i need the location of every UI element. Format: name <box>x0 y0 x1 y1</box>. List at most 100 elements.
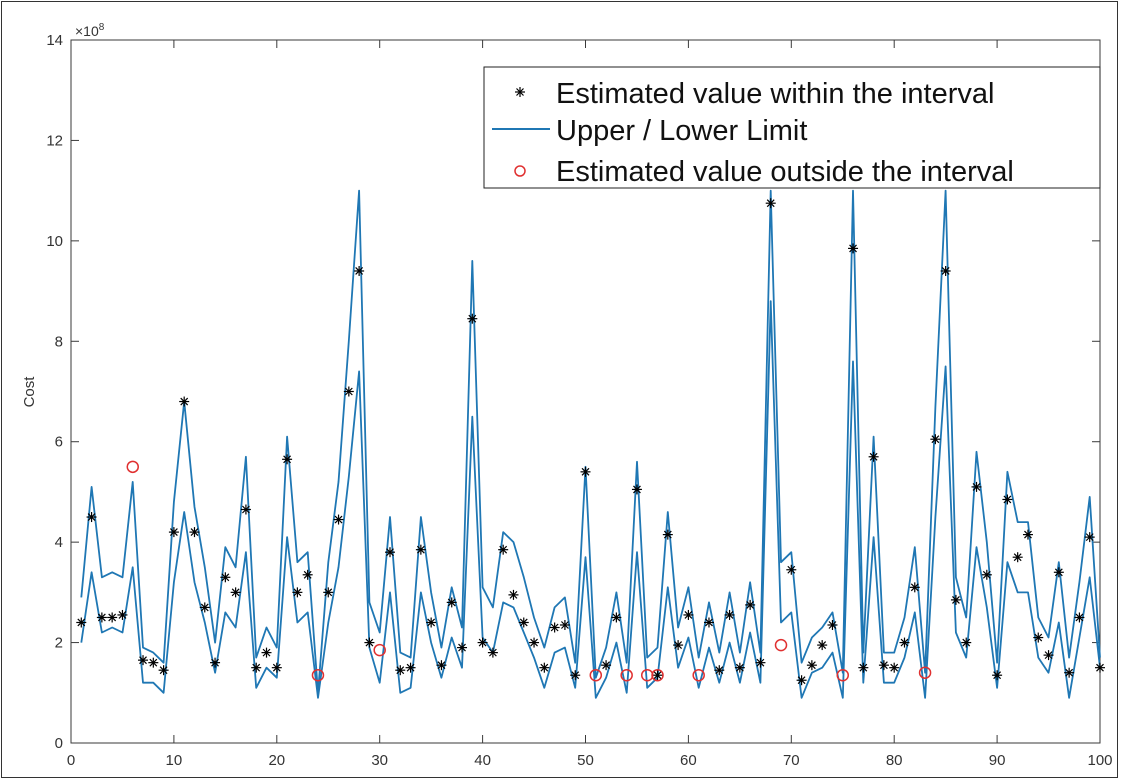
star-stroke <box>653 671 662 680</box>
star-marker <box>745 599 756 610</box>
star-stroke <box>869 452 878 461</box>
legend-box <box>483 66 1101 189</box>
legend-item-circle: Estimated value outside the interval <box>514 156 1014 188</box>
star-marker <box>971 481 982 492</box>
star-stroke <box>365 638 374 647</box>
star-marker <box>117 609 128 620</box>
star-stroke <box>283 455 292 464</box>
star-stroke <box>427 618 436 627</box>
y-axis-label: Cost <box>21 376 38 408</box>
star-stroke <box>344 387 353 396</box>
star-marker <box>1043 650 1054 661</box>
star-marker <box>323 587 334 598</box>
series-lines <box>80 189 1101 699</box>
star-stroke <box>766 199 775 208</box>
star-marker <box>1064 667 1075 678</box>
star-stroke <box>221 573 230 582</box>
star-stroke <box>684 611 693 619</box>
in-interval-markers <box>76 198 1105 686</box>
star-marker <box>909 582 920 593</box>
star-stroke <box>499 545 508 554</box>
star-stroke <box>272 663 281 672</box>
star-stroke <box>1065 668 1074 677</box>
star-marker <box>86 512 97 523</box>
star-marker <box>796 675 807 686</box>
star-marker <box>1012 552 1023 563</box>
star-marker <box>549 622 560 633</box>
star-stroke <box>900 638 909 647</box>
star-stroke <box>149 658 158 667</box>
star-stroke <box>859 663 868 672</box>
star-stroke <box>890 663 899 672</box>
star-marker <box>76 617 87 628</box>
star-stroke <box>519 618 528 627</box>
x-tick-label: 70 <box>783 752 800 769</box>
star-stroke <box>77 618 86 627</box>
star-stroke <box>139 656 147 665</box>
star-stroke <box>242 505 250 514</box>
x-tick-label: 20 <box>268 752 285 769</box>
star-marker <box>765 198 776 209</box>
legend-label-line: Upper / Lower Limit <box>556 115 807 147</box>
y-tick-label: 2 <box>55 635 63 652</box>
star-marker <box>652 670 663 681</box>
star-marker <box>570 670 581 681</box>
circle-marker <box>620 668 633 682</box>
star-stroke <box>1024 530 1032 539</box>
star-stroke <box>1013 553 1022 562</box>
star-marker <box>415 544 426 555</box>
star-marker <box>107 612 118 623</box>
star-stroke <box>447 598 456 607</box>
star-stroke <box>509 590 518 599</box>
y-tick-label: 8 <box>55 333 63 350</box>
star-stroke <box>705 618 713 627</box>
star-marker <box>529 637 540 648</box>
circle-marker <box>692 668 705 682</box>
star-marker <box>354 265 365 276</box>
legend-label-star: Estimated value within the interval <box>556 78 994 110</box>
star-stroke <box>396 666 405 675</box>
star-stroke <box>159 666 168 675</box>
lower-limit-line <box>80 300 1101 699</box>
star-marker <box>580 466 591 477</box>
star-stroke <box>581 467 590 476</box>
star-stroke <box>1085 533 1094 542</box>
star-marker <box>683 609 694 620</box>
star-marker <box>662 529 673 540</box>
star-stroke <box>1054 568 1063 577</box>
star-marker <box>755 657 766 668</box>
x-tick-label: 40 <box>474 752 491 769</box>
star-marker <box>858 662 869 673</box>
star-stroke <box>200 603 209 612</box>
star-marker <box>477 637 488 648</box>
circle-marker <box>126 460 139 474</box>
star-stroke <box>1044 651 1053 660</box>
star-marker <box>734 662 745 673</box>
star-marker <box>498 544 509 555</box>
x-tick-label: 80 <box>886 752 903 769</box>
star-marker <box>1022 529 1033 540</box>
star-marker <box>673 640 684 651</box>
y-exponent-base: ×10 <box>75 23 99 39</box>
star-stroke <box>612 613 621 622</box>
star-marker <box>158 665 169 676</box>
y-exponent: ×108 <box>75 22 105 39</box>
star-marker <box>436 660 447 671</box>
star-stroke <box>725 611 734 619</box>
star-marker <box>703 617 714 628</box>
star-stroke <box>818 641 827 650</box>
star-marker <box>282 454 293 465</box>
star-marker <box>848 243 859 254</box>
y-tick-label: 0 <box>55 735 63 752</box>
star-marker <box>333 514 344 525</box>
star-stroke <box>516 88 524 96</box>
star-stroke <box>674 641 683 650</box>
star-stroke <box>437 661 446 670</box>
star-stroke <box>1003 495 1012 504</box>
star-marker <box>240 504 251 515</box>
star-marker <box>426 617 437 628</box>
star-stroke <box>807 661 816 670</box>
star-marker <box>930 434 941 445</box>
legend-item-line: Upper / Lower Limit <box>492 115 807 147</box>
star-marker <box>868 451 879 462</box>
